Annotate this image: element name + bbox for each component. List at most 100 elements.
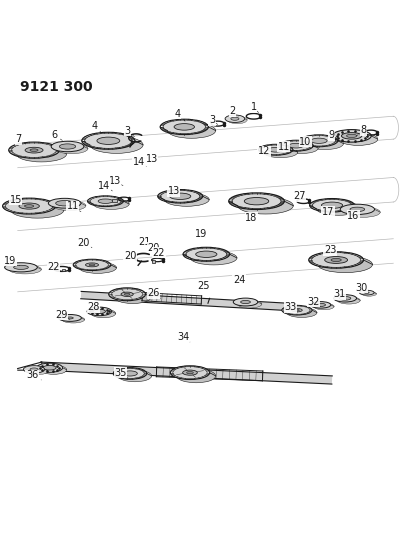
Text: 9121 300: 9121 300 (20, 79, 92, 93)
Ellipse shape (346, 134, 357, 138)
Bar (152, 261, 155, 263)
Ellipse shape (340, 204, 374, 214)
Text: 4: 4 (91, 120, 102, 133)
Ellipse shape (85, 133, 132, 148)
Ellipse shape (23, 366, 45, 373)
Ellipse shape (109, 288, 145, 301)
Ellipse shape (51, 141, 84, 152)
Ellipse shape (350, 207, 365, 212)
Ellipse shape (287, 308, 317, 318)
Ellipse shape (312, 199, 352, 211)
Ellipse shape (48, 198, 81, 208)
Ellipse shape (53, 201, 86, 211)
Text: 20: 20 (147, 243, 159, 253)
Text: 23: 23 (324, 245, 336, 255)
Polygon shape (81, 292, 296, 311)
Text: 14: 14 (133, 157, 146, 167)
Ellipse shape (93, 199, 129, 209)
Ellipse shape (25, 147, 43, 153)
Ellipse shape (93, 309, 106, 313)
Ellipse shape (115, 290, 151, 304)
Ellipse shape (332, 130, 371, 142)
Ellipse shape (231, 117, 239, 120)
Text: 15: 15 (9, 195, 25, 205)
Text: 16: 16 (347, 211, 359, 221)
Text: 22: 22 (153, 248, 165, 257)
Ellipse shape (316, 303, 326, 306)
Text: 20: 20 (124, 251, 138, 261)
Text: 14: 14 (98, 181, 113, 191)
Text: 28: 28 (87, 302, 99, 312)
Text: 3: 3 (209, 115, 218, 125)
Ellipse shape (115, 368, 144, 378)
Ellipse shape (325, 256, 348, 263)
Ellipse shape (90, 197, 121, 206)
Ellipse shape (25, 205, 34, 207)
Ellipse shape (16, 146, 67, 162)
Ellipse shape (91, 309, 115, 318)
Text: 21: 21 (138, 237, 150, 247)
Ellipse shape (186, 248, 227, 261)
Ellipse shape (5, 263, 37, 272)
Text: 13: 13 (168, 187, 180, 196)
Ellipse shape (90, 136, 143, 154)
Ellipse shape (174, 124, 194, 130)
Ellipse shape (62, 316, 85, 323)
Ellipse shape (55, 200, 74, 206)
Text: 3: 3 (124, 126, 134, 136)
Text: 20: 20 (78, 238, 92, 248)
Ellipse shape (121, 292, 133, 296)
Ellipse shape (196, 251, 217, 257)
Ellipse shape (314, 303, 334, 310)
Text: 13: 13 (145, 154, 158, 164)
Ellipse shape (41, 365, 67, 374)
Ellipse shape (11, 202, 64, 218)
Text: 25: 25 (198, 281, 210, 291)
Ellipse shape (9, 265, 42, 274)
Ellipse shape (163, 120, 206, 134)
Ellipse shape (359, 290, 374, 295)
Ellipse shape (190, 251, 237, 265)
Ellipse shape (289, 143, 303, 148)
Text: 18: 18 (245, 213, 257, 222)
Text: 30: 30 (356, 282, 367, 293)
Ellipse shape (98, 199, 113, 204)
Ellipse shape (339, 133, 378, 146)
Ellipse shape (282, 305, 312, 315)
Ellipse shape (79, 262, 116, 273)
Text: 27: 27 (293, 191, 306, 201)
Ellipse shape (122, 371, 137, 376)
Ellipse shape (342, 133, 362, 139)
Ellipse shape (85, 263, 99, 267)
Ellipse shape (284, 143, 318, 154)
Ellipse shape (228, 116, 247, 124)
Ellipse shape (282, 141, 311, 150)
Ellipse shape (292, 309, 302, 312)
Text: 9: 9 (328, 130, 336, 141)
Ellipse shape (176, 369, 216, 383)
Ellipse shape (19, 203, 39, 209)
Bar (113, 199, 116, 202)
Text: 31: 31 (333, 289, 346, 299)
Text: 11: 11 (278, 142, 290, 152)
Ellipse shape (30, 149, 38, 151)
Ellipse shape (225, 115, 245, 123)
Text: 8: 8 (356, 125, 367, 136)
Ellipse shape (187, 372, 193, 374)
Ellipse shape (238, 197, 293, 214)
Ellipse shape (170, 193, 191, 199)
Ellipse shape (311, 138, 327, 143)
Text: 35: 35 (114, 368, 128, 378)
Ellipse shape (310, 302, 331, 308)
Ellipse shape (240, 301, 250, 304)
Ellipse shape (309, 252, 363, 268)
Text: 13: 13 (109, 176, 123, 186)
Ellipse shape (339, 296, 351, 300)
Ellipse shape (164, 193, 209, 206)
Ellipse shape (67, 317, 73, 319)
Ellipse shape (55, 143, 88, 154)
Ellipse shape (237, 300, 262, 308)
Text: 2: 2 (229, 107, 238, 117)
Ellipse shape (125, 293, 130, 295)
Text: 36: 36 (26, 370, 42, 380)
